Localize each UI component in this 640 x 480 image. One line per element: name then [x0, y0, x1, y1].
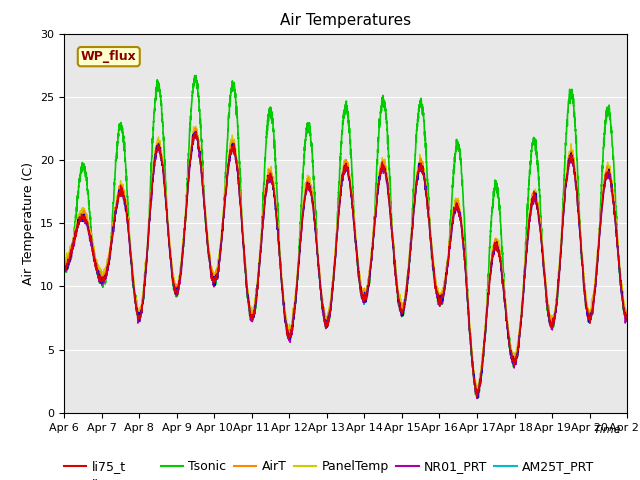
PanelTemp [623, 311, 631, 317]
Tsonic [325, 309, 333, 314]
li75_t [192, 129, 200, 134]
Title: Air Temperatures: Air Temperatures [280, 13, 411, 28]
Line: li77_temp: li77_temp [64, 132, 627, 397]
AM25T_PRT [623, 315, 630, 321]
Line: NR01_PRT: NR01_PRT [64, 134, 627, 398]
li75_t [161, 190, 169, 196]
AirT [623, 313, 631, 319]
NR01_PRT [441, 286, 449, 292]
NR01_PRT [472, 388, 480, 394]
li77_temp [472, 387, 480, 393]
li77_temp [191, 129, 199, 135]
AM25T_PRT [623, 317, 631, 323]
NR01_PRT [161, 193, 169, 199]
AirT [60, 259, 68, 265]
li75_t [473, 394, 481, 400]
PanelTemp [60, 258, 68, 264]
AirT [504, 329, 512, 335]
NR01_PRT [504, 336, 512, 342]
Tsonic [161, 168, 169, 173]
li77_temp [441, 284, 449, 290]
Tsonic [60, 264, 68, 270]
Text: Time: Time [593, 425, 621, 435]
li77_temp [623, 315, 631, 321]
Line: li75_t: li75_t [64, 132, 627, 397]
li77_temp [504, 330, 512, 336]
AM25T_PRT [161, 192, 169, 198]
NR01_PRT [623, 317, 630, 323]
li75_t [441, 285, 449, 291]
PanelTemp [623, 308, 630, 313]
li77_temp [161, 189, 169, 195]
li75_t [325, 316, 333, 322]
Tsonic [472, 388, 480, 394]
Tsonic [191, 72, 198, 78]
li77_temp [474, 395, 482, 400]
AM25T_PRT [441, 285, 449, 290]
AirT [623, 309, 630, 314]
NR01_PRT [193, 131, 200, 137]
PanelTemp [473, 386, 481, 392]
NR01_PRT [623, 316, 631, 322]
Legend: li75_t, li77_temp, Tsonic, AirT, PanelTemp, NR01_PRT, AM25T_PRT: li75_t, li77_temp, Tsonic, AirT, PanelTe… [59, 455, 599, 480]
li77_temp [60, 261, 68, 267]
AM25T_PRT [473, 392, 481, 398]
NR01_PRT [60, 265, 68, 271]
PanelTemp [192, 123, 200, 129]
PanelTemp [161, 187, 169, 193]
Text: WP_flux: WP_flux [81, 50, 137, 63]
PanelTemp [325, 309, 333, 315]
li77_temp [325, 314, 333, 320]
li75_t [623, 316, 630, 322]
AirT [441, 281, 449, 287]
AM25T_PRT [472, 388, 480, 394]
NR01_PRT [474, 396, 481, 401]
Line: AirT: AirT [64, 128, 627, 394]
Line: AM25T_PRT: AM25T_PRT [64, 132, 627, 395]
Tsonic [504, 333, 512, 339]
AM25T_PRT [191, 129, 199, 135]
AirT [191, 125, 199, 131]
AirT [473, 391, 481, 396]
PanelTemp [472, 383, 480, 389]
li75_t [60, 261, 68, 267]
NR01_PRT [325, 318, 333, 324]
Line: Tsonic: Tsonic [64, 75, 627, 398]
AirT [325, 315, 333, 321]
Y-axis label: Air Temperature (C): Air Temperature (C) [22, 162, 35, 285]
PanelTemp [441, 282, 449, 288]
AirT [161, 188, 169, 193]
Tsonic [441, 281, 449, 287]
li75_t [472, 387, 480, 393]
Line: PanelTemp: PanelTemp [64, 126, 627, 389]
li75_t [623, 317, 631, 323]
PanelTemp [504, 324, 512, 330]
li75_t [504, 329, 512, 335]
AirT [472, 384, 480, 389]
li77_temp [623, 315, 630, 321]
Tsonic [623, 316, 631, 322]
AM25T_PRT [325, 316, 333, 322]
Tsonic [475, 395, 483, 401]
Tsonic [623, 318, 630, 324]
AM25T_PRT [504, 329, 512, 335]
AM25T_PRT [60, 266, 68, 272]
